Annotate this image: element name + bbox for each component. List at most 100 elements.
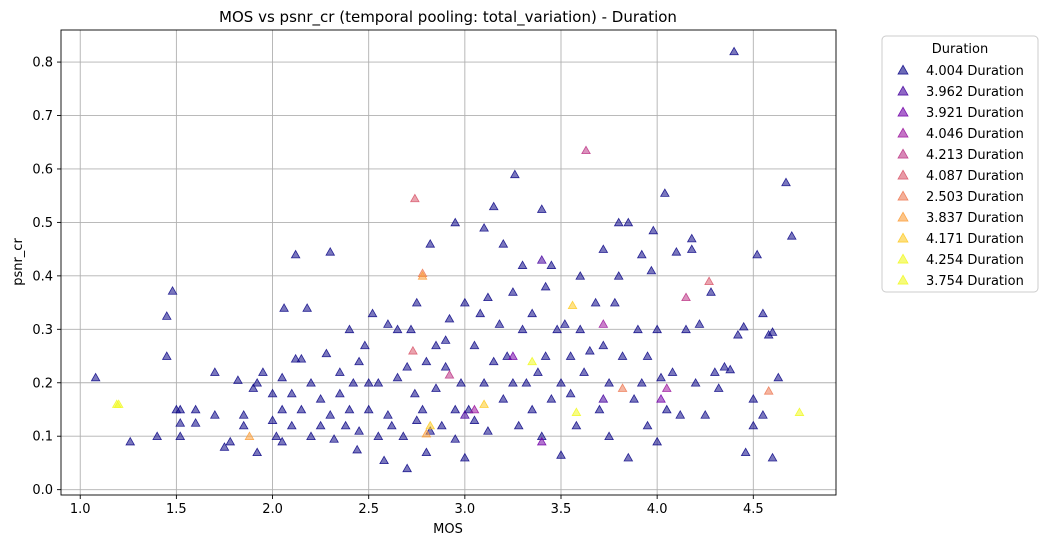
data-point: [598, 340, 609, 350]
data-point: [315, 420, 326, 430]
data-point: [738, 321, 749, 331]
legend-label: 3.837 Duration: [926, 211, 1024, 226]
data-point: [190, 418, 201, 427]
y-tick-label: 0.4: [32, 269, 53, 284]
data-point: [571, 407, 582, 416]
y-tick-label: 0.8: [32, 56, 53, 71]
data-point: [175, 431, 186, 440]
data-point: [167, 286, 178, 295]
legend-marker: [897, 85, 909, 96]
data-point: [681, 292, 691, 302]
legend-label: 3.921 Duration: [926, 106, 1024, 121]
data-point: [233, 375, 243, 384]
data-point: [479, 222, 489, 232]
x-axis-label: MOS: [433, 522, 463, 537]
data-point: [661, 383, 672, 392]
data-point: [559, 319, 570, 328]
data-point: [598, 244, 609, 253]
data-point: [729, 46, 739, 56]
data-point: [709, 367, 720, 376]
data-point: [436, 420, 447, 430]
data-point: [238, 420, 249, 430]
data-point: [598, 393, 609, 403]
data-point: [354, 356, 364, 366]
data-point: [421, 428, 432, 438]
data-point: [565, 388, 576, 398]
data-point: [383, 410, 393, 419]
data-point: [681, 324, 691, 334]
legend-title: Duration: [932, 42, 988, 57]
data-point: [271, 431, 282, 440]
data-point: [494, 319, 505, 328]
data-point: [344, 324, 355, 334]
legend-label: 4.254 Duration: [926, 253, 1024, 268]
data-point: [113, 399, 124, 408]
legend-label: 4.004 Duration: [926, 64, 1024, 79]
data-point: [409, 193, 420, 203]
data-point: [392, 372, 403, 382]
y-axis-label: psnr_cr: [11, 238, 26, 286]
data-point: [450, 404, 461, 414]
data-point: [321, 348, 332, 358]
data-point: [700, 410, 711, 419]
data-point: [656, 372, 666, 382]
data-point: [373, 377, 384, 387]
data-point: [190, 404, 201, 414]
data-point: [244, 431, 255, 440]
data-point: [408, 345, 418, 355]
data-point: [642, 420, 653, 430]
data-point: [469, 415, 480, 424]
series-7: [244, 271, 432, 440]
data-point: [567, 300, 578, 310]
data-point: [546, 260, 557, 269]
data-point: [483, 292, 493, 302]
series-0: [90, 46, 797, 473]
data-point: [431, 340, 441, 350]
data-point: [521, 377, 532, 387]
data-point: [306, 377, 316, 387]
data-point: [773, 372, 784, 382]
data-point: [719, 361, 730, 371]
data-point: [398, 431, 409, 440]
y-tick-label: 0.1: [32, 430, 53, 445]
series-8: [425, 300, 578, 430]
data-point: [636, 249, 647, 259]
data-point: [508, 377, 518, 387]
data-point: [411, 415, 422, 424]
data-point: [575, 271, 586, 280]
chart-title: MOS vs psnr_cr (temporal pooling: total_…: [219, 8, 677, 27]
legend-label: 3.754 Duration: [926, 274, 1024, 289]
x-axis-ticks: 1.0 1.5 2.0 2.5 3.0 3.5 4.0 4.5: [70, 495, 764, 517]
data-point: [527, 308, 538, 318]
data-point: [652, 436, 663, 446]
data-point: [363, 377, 374, 387]
data-point: [258, 367, 268, 376]
data-point: [334, 388, 345, 398]
data-point: [527, 404, 538, 414]
series-1: [459, 255, 609, 419]
y-tick-label: 0.3: [32, 323, 53, 338]
data-point: [636, 377, 647, 387]
data-point: [479, 399, 489, 408]
data-point: [527, 356, 538, 366]
data-point: [513, 420, 524, 430]
data-point: [306, 431, 316, 440]
data-point: [90, 372, 101, 382]
data-point: [425, 238, 436, 248]
data-point: [411, 297, 422, 307]
data-point: [406, 324, 416, 334]
legend-label: 4.213 Duration: [926, 148, 1024, 163]
y-tick-label: 0.0: [32, 483, 53, 498]
data-point: [286, 420, 297, 430]
data-point: [277, 404, 288, 414]
data-point: [392, 324, 403, 334]
data-point: [581, 145, 591, 155]
data-point: [642, 351, 653, 360]
data-point: [125, 436, 136, 446]
data-point: [767, 452, 778, 462]
data-point: [613, 217, 624, 227]
data-point: [352, 444, 363, 454]
legend-label: 4.046 Duration: [926, 127, 1024, 142]
data-point: [686, 244, 697, 253]
legend-marker: [897, 127, 909, 138]
